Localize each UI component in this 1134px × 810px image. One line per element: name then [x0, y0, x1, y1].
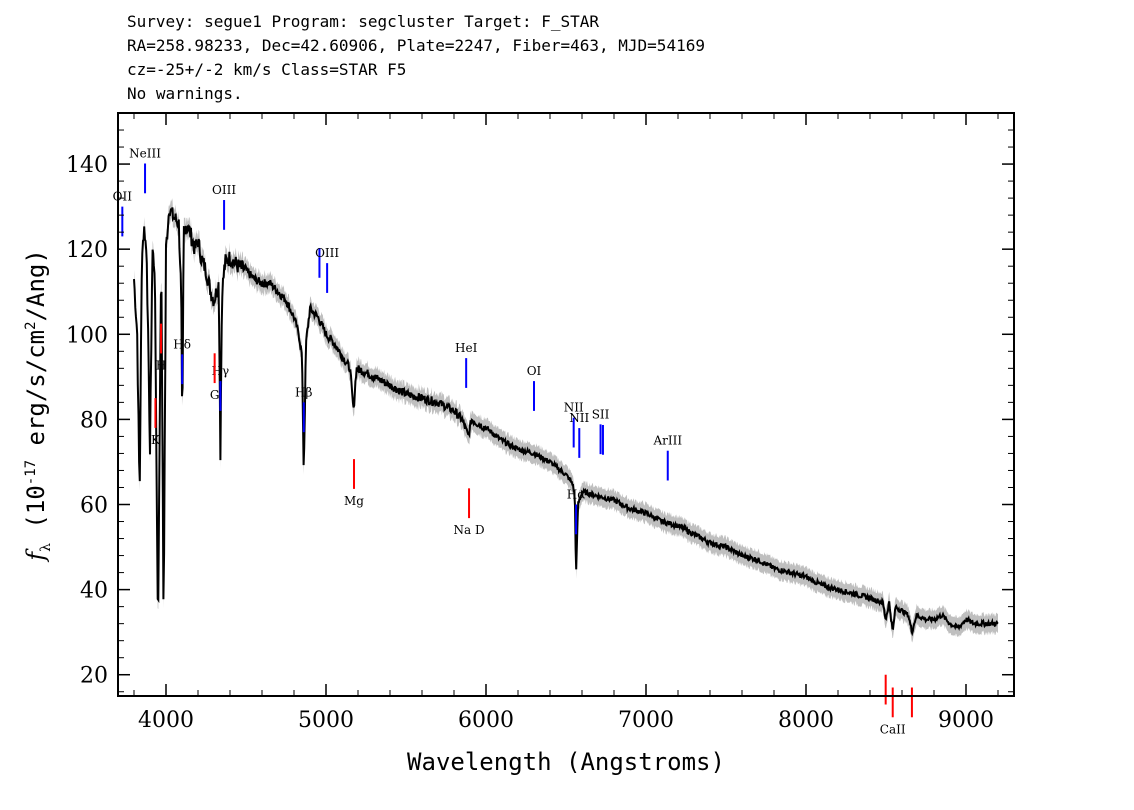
tick-labels: 4000 5000 6000 7000 8000 9000 20 40 60 80 100 120 14… [66, 153, 994, 733]
x-tick-label: 9000 [938, 708, 994, 733]
emission-line-label: Hδ [173, 337, 191, 351]
x-tick-label: 7000 [618, 708, 674, 733]
flux-line-layer [133, 207, 999, 637]
flux-series-line [133, 207, 999, 637]
x-tick-label: 5000 [298, 708, 354, 733]
emission-line-label: ArIII [652, 434, 682, 448]
header-redshift-line: cz=-25+/-2 km/s Class=STAR F5 [127, 60, 407, 79]
y-tick-label: 20 [80, 664, 108, 689]
emission-line-label: Hα [567, 488, 586, 502]
absorption-line-label: K [151, 433, 161, 447]
y-tick-label: 140 [66, 153, 108, 178]
header-coordinates-line: RA=258.98233, Dec=42.60906, Plate=2247, … [127, 36, 705, 55]
absorption-line-label: Na D [453, 523, 484, 537]
emission-line-label: HeI [455, 341, 478, 355]
axis-ticks [118, 112, 1014, 696]
absorption-line-label: Mg [344, 494, 364, 508]
absorption-line-label: G [210, 388, 220, 402]
header-warnings-line: No warnings. [127, 84, 243, 103]
emission-line-label: NII [564, 401, 584, 415]
error-band-layer [134, 198, 998, 643]
x-tick-label: 6000 [458, 708, 514, 733]
emission-line-label: Hγ [212, 364, 230, 378]
error-band [134, 198, 998, 643]
y-axis-title: fλ (10-17 erg/s/cm2/Ang) [22, 249, 54, 563]
emission-line-label: NII [569, 411, 589, 425]
absorption-line-label: H [156, 358, 166, 372]
absorption-line-label: CaII [880, 722, 906, 736]
y-tick-label: 60 [80, 494, 108, 519]
x-axis-title: Wavelength (Angstroms) [407, 748, 725, 776]
emission-line-label: OII [113, 190, 133, 204]
spectrum-header: Survey: segue1 Program: segcluster Targe… [127, 10, 1127, 106]
y-tick-label: 120 [66, 238, 108, 263]
emission-line-label: OIII [315, 246, 339, 260]
emission-line-label: NeIII [129, 146, 161, 160]
plot-frame [117, 112, 1015, 697]
header-survey-line: Survey: segue1 Program: segcluster Targe… [127, 12, 600, 31]
emission-line-label: OIII [212, 183, 236, 197]
y-tick-label: 80 [80, 408, 108, 433]
emission-line-label: SII [592, 407, 610, 421]
emission-line-label: OI [527, 364, 542, 378]
x-tick-label: 4000 [138, 708, 194, 733]
y-tick-label: 40 [80, 579, 108, 604]
emission-line-label: Hβ [295, 385, 312, 399]
y-tick-label: 100 [66, 323, 108, 348]
x-tick-label: 8000 [778, 708, 834, 733]
